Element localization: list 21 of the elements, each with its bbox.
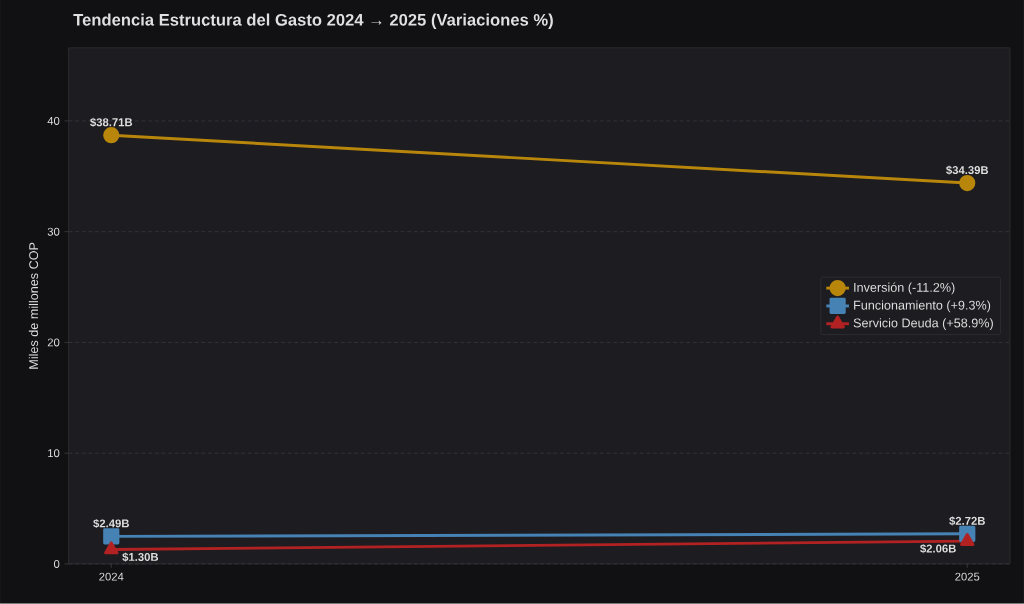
point <box>103 127 120 144</box>
x-tick-label: 2025 <box>955 572 980 581</box>
y-tick-label: 30 <box>47 227 60 236</box>
data-label: $2.06B <box>920 544 956 554</box>
data-label: $34.39B <box>946 165 989 175</box>
y-tick-label: 10 <box>48 449 60 458</box>
data-label: $38.71B <box>90 117 133 128</box>
y-tick-label: 40 <box>47 117 60 125</box>
point <box>959 175 976 192</box>
legend-label: Servicio Deuda (+58.9%) <box>853 318 993 331</box>
chart-title: Tendencia Estructura del Gasto 2024 → 2025 (Variaciones %) <box>73 13 553 30</box>
y-tick-label: 20 <box>47 338 60 347</box>
y-tick-label: 0 <box>53 560 60 569</box>
y-axis-title: Miles de millones COP <box>28 242 39 369</box>
data-label: $1.30B <box>122 552 159 562</box>
x-tick-label: 2024 <box>99 572 124 581</box>
legend-label: Inversión (-11.2%) <box>854 282 955 295</box>
data-label: $2.72B <box>949 516 985 526</box>
legend-label: Funcionamiento (+9.3%) <box>854 300 991 313</box>
point <box>103 528 120 545</box>
data-label: $2.49B <box>93 519 129 529</box>
